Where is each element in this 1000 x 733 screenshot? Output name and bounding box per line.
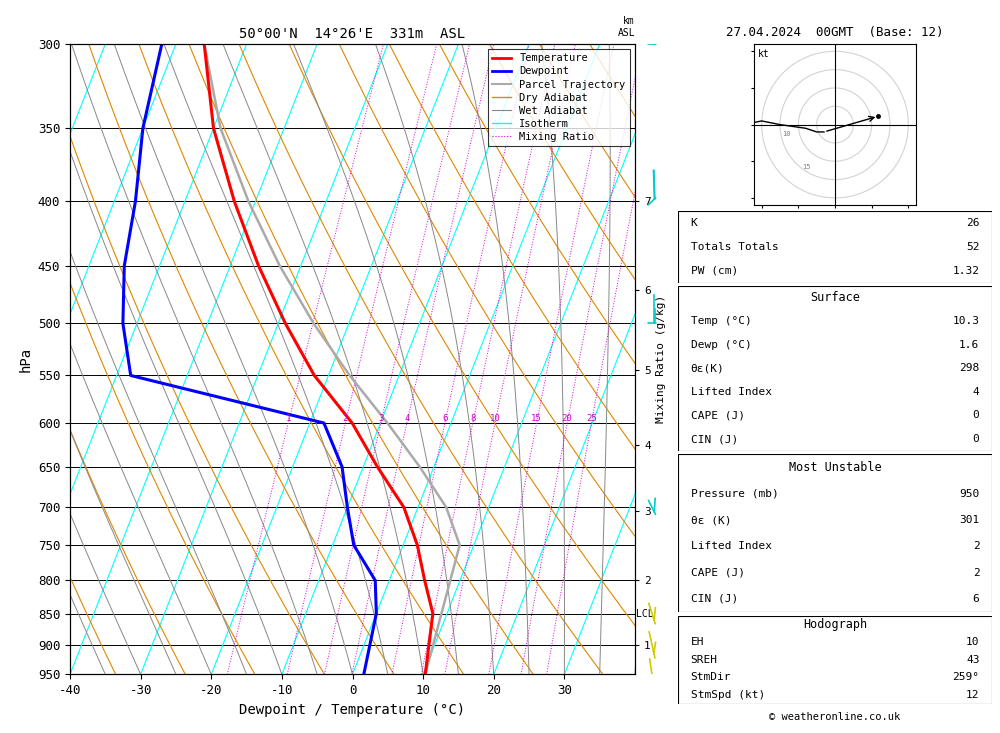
Text: 15: 15 — [802, 163, 811, 169]
Text: 43: 43 — [966, 655, 979, 665]
Text: 10: 10 — [782, 130, 790, 136]
Text: Lifted Index: Lifted Index — [691, 387, 772, 397]
Title: 50°00'N  14°26'E  331m  ASL: 50°00'N 14°26'E 331m ASL — [239, 27, 466, 42]
Text: CAPE (J): CAPE (J) — [691, 567, 745, 578]
Text: LCL: LCL — [636, 608, 654, 619]
Text: 52: 52 — [966, 242, 979, 252]
Text: 0: 0 — [973, 434, 979, 444]
Text: 26: 26 — [966, 218, 979, 228]
Text: 2: 2 — [973, 542, 979, 551]
Text: K: K — [691, 218, 697, 228]
Text: 4: 4 — [973, 387, 979, 397]
Text: Dewp (°C): Dewp (°C) — [691, 340, 751, 350]
Text: CIN (J): CIN (J) — [691, 434, 738, 444]
Text: 1.6: 1.6 — [959, 340, 979, 350]
Text: 301: 301 — [959, 515, 979, 525]
Text: kt: kt — [758, 49, 769, 59]
Text: 1.32: 1.32 — [952, 266, 979, 276]
Text: StmDir: StmDir — [691, 672, 731, 682]
Text: 20: 20 — [562, 414, 573, 423]
Text: 3: 3 — [378, 414, 383, 423]
Text: 15: 15 — [531, 414, 542, 423]
X-axis label: Dewpoint / Temperature (°C): Dewpoint / Temperature (°C) — [239, 703, 466, 717]
Text: Lifted Index: Lifted Index — [691, 542, 772, 551]
Text: 0: 0 — [973, 410, 979, 421]
Text: 2: 2 — [973, 567, 979, 578]
Text: Totals Totals: Totals Totals — [691, 242, 778, 252]
Text: Pressure (mb): Pressure (mb) — [691, 489, 778, 499]
Text: © weatheronline.co.uk: © weatheronline.co.uk — [769, 712, 901, 722]
Text: 4: 4 — [404, 414, 410, 423]
Y-axis label: Mixing Ratio (g/kg): Mixing Ratio (g/kg) — [656, 295, 666, 423]
Text: 298: 298 — [959, 364, 979, 373]
Text: 6: 6 — [442, 414, 448, 423]
Text: 1: 1 — [286, 414, 291, 423]
Text: 950: 950 — [959, 489, 979, 499]
Text: 12: 12 — [966, 690, 979, 700]
Text: 8: 8 — [470, 414, 475, 423]
Text: SREH: SREH — [691, 655, 718, 665]
Text: 27.04.2024  00GMT  (Base: 12): 27.04.2024 00GMT (Base: 12) — [726, 26, 944, 39]
Text: 259°: 259° — [952, 672, 979, 682]
Text: 10.3: 10.3 — [952, 316, 979, 326]
Text: θε (K): θε (K) — [691, 515, 731, 525]
Text: CIN (J): CIN (J) — [691, 594, 738, 604]
Text: CAPE (J): CAPE (J) — [691, 410, 745, 421]
Text: Hodograph: Hodograph — [803, 618, 867, 631]
Legend: Temperature, Dewpoint, Parcel Trajectory, Dry Adiabat, Wet Adiabat, Isotherm, Mi: Temperature, Dewpoint, Parcel Trajectory… — [488, 49, 630, 147]
Text: km
ASL: km ASL — [617, 16, 635, 37]
Text: 10: 10 — [490, 414, 500, 423]
Text: 6: 6 — [973, 594, 979, 604]
Y-axis label: hPa: hPa — [18, 347, 32, 372]
Text: 2: 2 — [343, 414, 348, 423]
Text: 25: 25 — [586, 414, 597, 423]
Text: StmSpd (kt): StmSpd (kt) — [691, 690, 765, 700]
Text: 10: 10 — [966, 637, 979, 647]
Text: Most Unstable: Most Unstable — [789, 461, 881, 474]
Text: θε(K): θε(K) — [691, 364, 724, 373]
Text: Surface: Surface — [810, 291, 860, 304]
Text: EH: EH — [691, 637, 704, 647]
Text: Temp (°C): Temp (°C) — [691, 316, 751, 326]
Text: PW (cm): PW (cm) — [691, 266, 738, 276]
